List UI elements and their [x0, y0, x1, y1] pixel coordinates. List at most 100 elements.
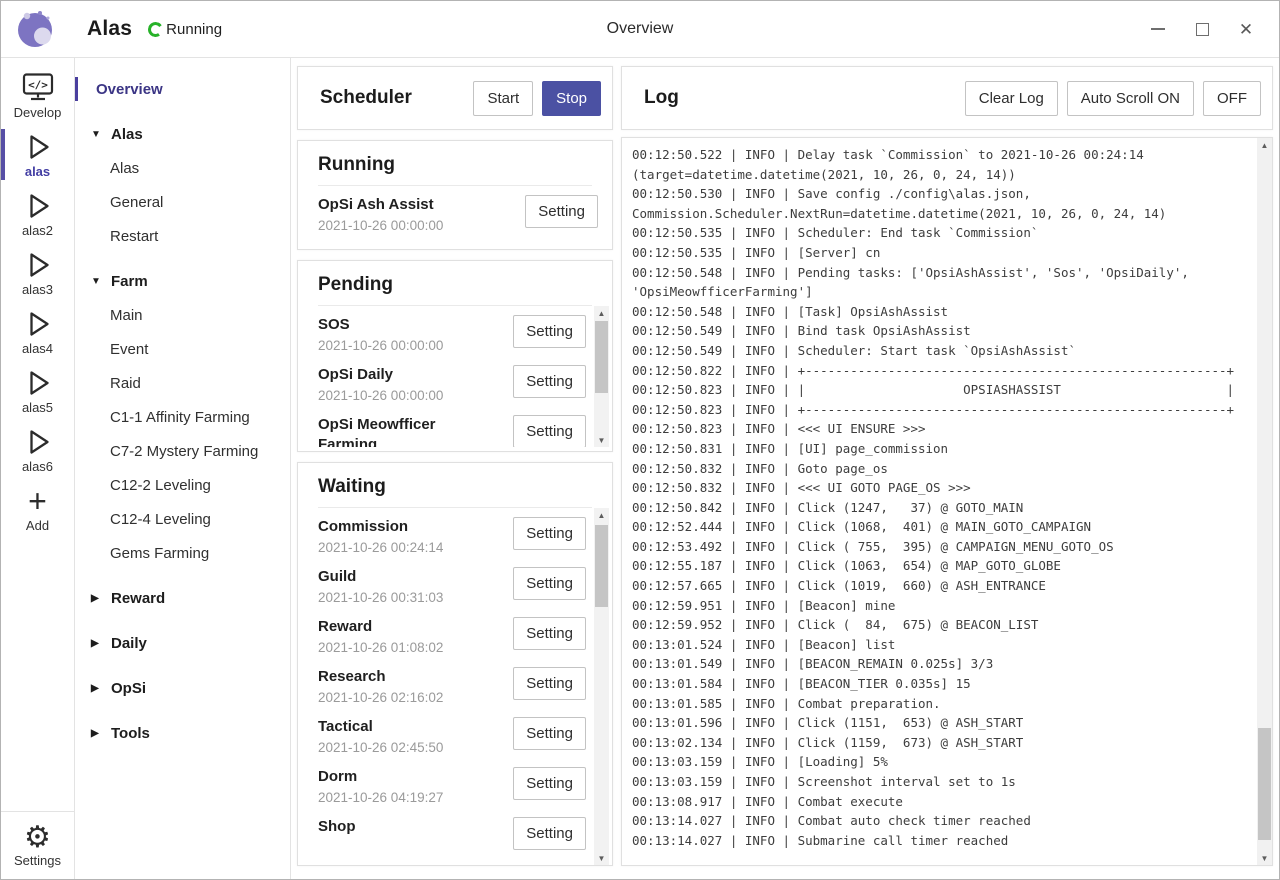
settings-label: Settings [14, 853, 61, 868]
running-section: Running OpSi Ash Assist 2021-10-26 00:00… [297, 140, 613, 250]
setting-button[interactable]: Setting [513, 315, 586, 348]
sidebar-item-label: alas [24, 163, 51, 179]
setting-button[interactable]: Setting [513, 365, 586, 398]
sidebar-item-alas4[interactable]: alas4 [1, 302, 74, 361]
waiting-scrollbar[interactable]: ▲ ▼ [594, 508, 609, 865]
chevron-right-icon: ▶ [91, 592, 99, 604]
alas-logo-icon [18, 11, 52, 47]
nav-item-alas[interactable]: ▼ Alas [75, 117, 290, 151]
sidebar-item-alas5[interactable]: alas5 [1, 361, 74, 420]
task-name: Research [318, 668, 386, 685]
nav-item-c12-2-leveling[interactable]: C12-2 Leveling [75, 468, 290, 502]
nav-item-gems-farming[interactable]: Gems Farming [75, 536, 290, 570]
setting-button[interactable]: Setting [513, 817, 586, 850]
scroll-down-icon[interactable]: ▼ [1260, 853, 1269, 863]
clear-log-button[interactable]: Clear Log [964, 80, 1058, 116]
scheduler-status: Running [146, 20, 222, 38]
sidebar-item-develop[interactable]: </> Develop [1, 66, 74, 125]
log-scrollbar[interactable]: ▲ ▼ [1257, 138, 1272, 865]
nav-item-reward[interactable]: ▶ Reward [75, 581, 290, 615]
nav-item-c12-4-leveling[interactable]: C12-4 Leveling [75, 502, 290, 536]
setting-button[interactable]: Setting [513, 717, 586, 750]
scheduler-header: Scheduler Start Stop [297, 66, 613, 130]
setting-button[interactable]: Setting [513, 415, 586, 447]
scrollbar-thumb[interactable] [1258, 728, 1271, 840]
nav-item-label: C1-1 Affinity Farming [110, 408, 250, 426]
task-time: 2021-10-26 01:08:02 [318, 640, 444, 655]
task-name: OpSi Ash Assist [318, 196, 434, 213]
gear-icon: ⚙ [24, 821, 51, 854]
start-button[interactable]: Start [473, 80, 534, 116]
setting-button[interactable]: Setting [525, 195, 598, 228]
nav-item-overview[interactable]: Overview [75, 72, 290, 106]
task-name: OpSi Meowfficer Farming [318, 416, 436, 447]
sidebar-item-alas2[interactable]: alas2 [1, 184, 74, 243]
task-row: OpSi Daily 2021-10-26 00:00:00 Setting [318, 359, 612, 409]
task-row: Reward 2021-10-26 01:08:02 Setting [318, 611, 612, 661]
nav-item-main[interactable]: Main [75, 298, 290, 332]
task-row: OpSi Meowfficer Farming Setting [318, 409, 612, 447]
setting-button[interactable]: Setting [513, 567, 586, 600]
nav-item-c7-2-mystery-farming[interactable]: C7-2 Mystery Farming [75, 434, 290, 468]
pending-scrollbar[interactable]: ▲ ▼ [594, 306, 609, 447]
scrollbar-thumb[interactable] [595, 321, 608, 393]
nav-item-label: Tools [111, 724, 150, 742]
nav-item-label: OpSi [111, 679, 147, 697]
svg-text:</>: </> [28, 79, 48, 92]
task-row: Shop Setting [318, 811, 612, 861]
nav-item-alas[interactable]: Alas [75, 151, 290, 185]
scrollbar-thumb[interactable] [595, 525, 608, 607]
sidebar-item-alas[interactable]: alas [1, 125, 74, 184]
nav-item-label: Overview [96, 80, 163, 98]
scroll-up-icon[interactable]: ▲ [597, 510, 606, 520]
nav-item-tools[interactable]: ▶ Tools [75, 716, 290, 750]
nav-item-label: Event [110, 340, 149, 358]
nav-item-label: Farm [111, 272, 148, 290]
scroll-up-icon[interactable]: ▲ [597, 308, 606, 318]
task-row: SOS 2021-10-26 00:00:00 Setting [318, 309, 612, 359]
sidebar-item-label: alas4 [21, 340, 54, 356]
minimize-button[interactable] [1149, 20, 1167, 38]
task-name: Tactical [318, 718, 373, 735]
maximize-button[interactable] [1193, 20, 1211, 38]
play-icon [22, 249, 54, 281]
maximize-icon [1195, 22, 1209, 36]
close-button[interactable]: ✕ [1237, 20, 1255, 38]
setting-button[interactable]: Setting [513, 667, 586, 700]
task-name: SOS [318, 316, 350, 333]
sidebar-item-label: Add [25, 517, 50, 533]
nav-item-label: Gems Farming [110, 544, 210, 562]
play-icon [22, 190, 54, 222]
nav-item-farm[interactable]: ▼ Farm [75, 264, 290, 298]
scroll-down-icon[interactable]: ▼ [597, 435, 606, 445]
nav-item-event[interactable]: Event [75, 332, 290, 366]
sidebar-item-label: alas6 [21, 458, 54, 474]
sidebar-item-alas6[interactable]: alas6 [1, 420, 74, 479]
nav-item-general[interactable]: General [75, 185, 290, 219]
nav-item-opsi[interactable]: ▶ OpSi [75, 671, 290, 705]
close-icon: ✕ [1238, 19, 1254, 39]
setting-button[interactable]: Setting [513, 517, 586, 550]
play-icon [22, 426, 54, 458]
setting-button[interactable]: Setting [513, 617, 586, 650]
auto-scroll-on-button[interactable]: Auto Scroll ON [1066, 80, 1194, 116]
pending-section: Pending SOS 2021-10-26 00:00:00 Setting … [297, 260, 613, 452]
stop-button[interactable]: Stop [542, 80, 601, 116]
nav-item-c1-1-affinity-farming[interactable]: C1-1 Affinity Farming [75, 400, 290, 434]
task-time: 2021-10-26 04:19:27 [318, 790, 444, 805]
nav-item-label: Restart [110, 227, 159, 245]
sidebar-item-settings[interactable]: ⚙ Settings [1, 811, 74, 879]
plus-icon: + [28, 482, 47, 519]
setting-button[interactable]: Setting [513, 767, 586, 800]
auto-scroll-off-button[interactable]: OFF [1203, 80, 1261, 116]
scroll-up-icon[interactable]: ▲ [1260, 140, 1269, 150]
code-monitor-icon: </> [21, 72, 55, 104]
scheduler-title: Scheduler [320, 87, 412, 108]
sidebar-item-add[interactable]: + Add [1, 479, 74, 538]
sidebar-item-alas3[interactable]: alas3 [1, 243, 74, 302]
nav-item-restart[interactable]: Restart [75, 219, 290, 253]
nav-item-raid[interactable]: Raid [75, 366, 290, 400]
nav-item-daily[interactable]: ▶ Daily [75, 626, 290, 660]
task-row: Guild 2021-10-26 00:31:03 Setting [318, 561, 612, 611]
scroll-down-icon[interactable]: ▼ [597, 853, 606, 863]
